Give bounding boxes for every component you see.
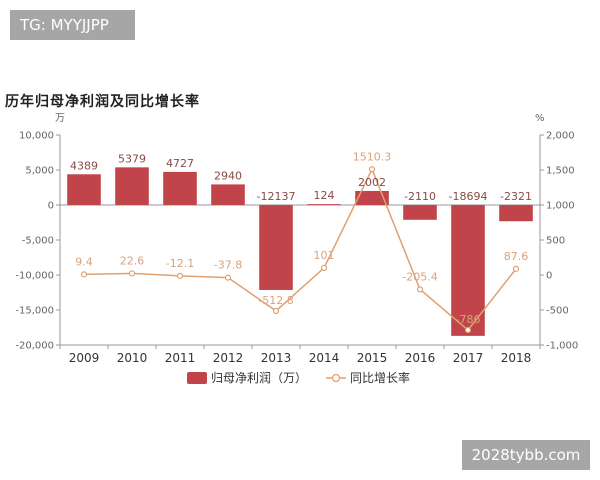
bar-value-label: 4727 xyxy=(166,157,194,170)
x-tick-label: 2010 xyxy=(117,351,148,365)
bar xyxy=(403,205,437,220)
bar-value-label: 124 xyxy=(314,189,335,202)
line-value-label: -12.1 xyxy=(166,257,194,270)
watermark: 2028tybb.com xyxy=(462,440,590,470)
line-value-label: -786 xyxy=(456,313,481,326)
line-value-label: -205.4 xyxy=(402,270,437,283)
y-left-tick-label: 10,000 xyxy=(19,131,54,142)
y-right-tick-label: -500 xyxy=(546,306,569,317)
x-tick-label: 2014 xyxy=(309,351,340,365)
bar-value-label: -2110 xyxy=(404,190,436,203)
line-point xyxy=(80,271,88,278)
line-value-label: 101 xyxy=(314,249,335,262)
line-point xyxy=(464,326,472,334)
x-tick-label: 2013 xyxy=(261,351,292,365)
y-right-tick-label: 500 xyxy=(546,236,565,247)
line-point xyxy=(512,265,520,272)
y-right-tick-label: 1,000 xyxy=(546,201,575,212)
line-point xyxy=(224,274,232,281)
bar xyxy=(307,204,341,206)
legend-line-label: 同比增长率 xyxy=(350,370,410,385)
y-right-tick-label: 0 xyxy=(546,271,552,282)
growth-line xyxy=(83,167,517,332)
y-right-tick-label: 1,500 xyxy=(546,166,575,177)
bar xyxy=(67,174,101,205)
line-point xyxy=(176,272,184,279)
line-point xyxy=(272,307,280,314)
bar xyxy=(211,184,245,205)
bar-value-label: -18694 xyxy=(449,190,488,203)
bar xyxy=(115,167,149,205)
line-value-label: 22.6 xyxy=(120,254,145,267)
bar xyxy=(163,171,197,205)
bar-value-label: 2940 xyxy=(214,169,242,182)
line-point xyxy=(368,166,376,173)
y-right-tick-label: -1,000 xyxy=(546,341,578,352)
line-value-label: 9.4 xyxy=(75,255,93,268)
axes: 万 % 10,000 5,000 0 -5,000 -10,000 -15,000 -20,00… xyxy=(15,113,578,365)
line-series xyxy=(80,166,520,334)
bar-series xyxy=(67,167,533,336)
data-labels: 4389 5379 4727 2940 -12137 124 2002 -2110 -18694… xyxy=(70,150,532,326)
line-point xyxy=(320,264,328,272)
bar-value-label: -12137 xyxy=(257,190,296,203)
chart-title: 历年归母净利润及同比增长率 xyxy=(5,94,200,110)
line-point xyxy=(128,270,136,277)
y-left-tick-label: 0 xyxy=(48,201,54,212)
bar-value-label: -2321 xyxy=(500,190,532,203)
line-value-label: -37.8 xyxy=(214,259,242,272)
y-left-tick-label: 5,000 xyxy=(25,166,54,177)
y-right-unit: % xyxy=(535,113,545,124)
bar xyxy=(259,205,293,290)
legend-line-marker xyxy=(331,373,341,383)
source-tag: TG: MYYJJPP xyxy=(10,10,135,40)
bar-value-label: 4389 xyxy=(70,159,98,172)
y-left-tick-label: -5,000 xyxy=(22,236,54,247)
x-tick-label: 2017 xyxy=(453,351,484,365)
line-value-label: -512.8 xyxy=(258,294,293,307)
bar xyxy=(451,205,485,336)
line-point xyxy=(416,286,424,293)
legend[interactable]: 归母净利润（万） 同比增长率 xyxy=(187,370,410,385)
x-tick-label: 2012 xyxy=(213,351,244,365)
y-left-tick-label: -15,000 xyxy=(15,306,54,317)
y-left-tick-label: -10,000 xyxy=(15,271,54,282)
bar-value-label: 5379 xyxy=(118,152,146,165)
bar-value-label: 2002 xyxy=(358,176,386,189)
legend-bar-label: 归母净利润（万） xyxy=(211,371,307,385)
y-right-tick-label: 2,000 xyxy=(546,131,575,142)
y-left-tick-label: -20,000 xyxy=(15,341,54,352)
line-value-label: 1510.3 xyxy=(353,150,392,163)
x-tick-label: 2011 xyxy=(165,351,196,365)
y-left-unit: 万 xyxy=(55,113,65,124)
bar xyxy=(355,190,389,205)
line-value-label: 87.6 xyxy=(504,250,529,263)
legend-bar-swatch xyxy=(187,372,207,384)
bar xyxy=(499,205,533,222)
x-tick-label: 2018 xyxy=(501,351,532,365)
x-tick-label: 2015 xyxy=(357,351,388,365)
x-tick-label: 2009 xyxy=(69,351,100,365)
x-tick-label: 2016 xyxy=(405,351,436,365)
